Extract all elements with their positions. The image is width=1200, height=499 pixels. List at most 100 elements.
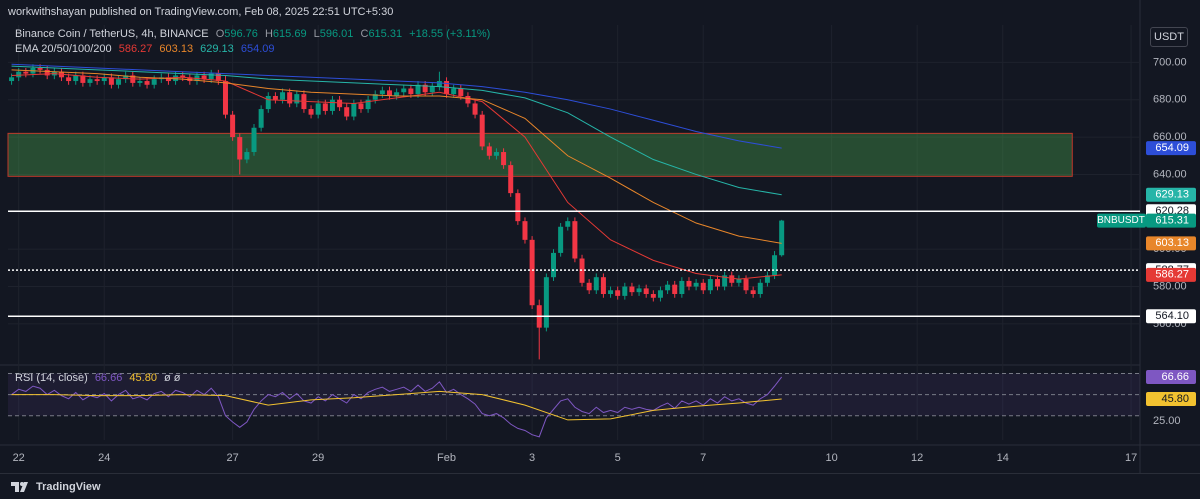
candle-body bbox=[429, 86, 435, 93]
candle-body bbox=[622, 286, 628, 296]
candle-body bbox=[308, 109, 314, 115]
candle-body bbox=[80, 75, 86, 83]
x-tick-label: 29 bbox=[312, 452, 324, 464]
candle-body bbox=[37, 67, 43, 70]
candle-body bbox=[672, 284, 678, 295]
ema-line bbox=[11, 73, 782, 280]
x-tick-label: 5 bbox=[615, 452, 621, 464]
ohlc-key: O bbox=[215, 28, 225, 40]
rsi-value: 66.66 bbox=[94, 372, 123, 384]
price-badge bbox=[1146, 309, 1196, 324]
candle-body bbox=[73, 75, 79, 82]
y-tick-label: 25.00 bbox=[1153, 415, 1181, 427]
rsi-ma-line bbox=[11, 390, 782, 421]
ema-line bbox=[11, 69, 782, 244]
candle-body bbox=[173, 75, 179, 82]
rsi-ma-value: 45.80 bbox=[129, 372, 157, 384]
candle-body bbox=[386, 90, 392, 96]
ema-line bbox=[11, 63, 782, 149]
candle-body bbox=[379, 90, 385, 95]
candle-body bbox=[465, 95, 471, 104]
candle-body bbox=[629, 286, 635, 293]
candle-body bbox=[565, 221, 571, 227]
logo bbox=[11, 482, 28, 492]
ohlc-key: L bbox=[313, 28, 320, 40]
candle-body bbox=[315, 103, 321, 115]
candle-body bbox=[187, 77, 193, 82]
y-tick-label: 700.00 bbox=[1153, 56, 1187, 68]
candle-body bbox=[108, 77, 114, 85]
rsi-badge bbox=[1146, 369, 1196, 384]
rsi-badge-label: 66.66 bbox=[1161, 371, 1189, 383]
currency-button[interactable]: USDT bbox=[1150, 27, 1188, 47]
candle-body bbox=[493, 152, 499, 156]
candle-body bbox=[522, 221, 528, 240]
x-tick-label: 12 bbox=[911, 452, 923, 464]
candle-body bbox=[9, 77, 15, 82]
candle-body bbox=[329, 99, 335, 111]
candle-body bbox=[251, 127, 257, 153]
x-tick-label: Feb bbox=[437, 452, 456, 464]
candle-body bbox=[230, 114, 236, 138]
candle-body bbox=[244, 152, 250, 160]
candle-body bbox=[779, 220, 785, 256]
x-tick-label: 24 bbox=[98, 452, 110, 464]
candle-body bbox=[693, 282, 699, 287]
candle-body bbox=[144, 81, 150, 85]
candle-body bbox=[16, 71, 22, 78]
symbol-legend: Binance Coin / TetherUS, 4h, BINANCE O59… bbox=[15, 28, 494, 40]
candle-body bbox=[657, 290, 663, 298]
ema-label: EMA 20/50/100/200 bbox=[15, 43, 112, 55]
candle-body bbox=[451, 88, 457, 95]
candle-body bbox=[94, 79, 100, 82]
price-badge bbox=[1146, 236, 1196, 251]
x-tick-label: 3 bbox=[529, 452, 535, 464]
candle-body bbox=[436, 81, 442, 87]
rsi-legend: RSI (14, close) 66.66 45.80 ø ø bbox=[15, 372, 185, 384]
y-tick-label: 640.00 bbox=[1153, 168, 1187, 180]
x-tick-label: 14 bbox=[997, 452, 1009, 464]
symbol: Binance Coin / TetherUS, 4h, BINANCE bbox=[15, 28, 209, 40]
candle-body bbox=[508, 165, 514, 194]
candle-body bbox=[729, 275, 735, 283]
candle-body bbox=[772, 255, 778, 276]
candle-body bbox=[665, 284, 671, 291]
candle-body bbox=[715, 279, 721, 287]
candle-body bbox=[529, 239, 535, 306]
candle-body bbox=[572, 221, 578, 259]
x-tick-label: 10 bbox=[825, 452, 837, 464]
rsi-label: RSI (14, close) bbox=[15, 372, 88, 384]
candle-body bbox=[458, 88, 464, 96]
candle-body bbox=[586, 282, 592, 291]
candle-body bbox=[643, 288, 649, 295]
rsi-extra: ø ø bbox=[164, 372, 181, 384]
candle-body bbox=[558, 226, 564, 253]
candle-body bbox=[351, 103, 357, 117]
candle-body bbox=[265, 95, 271, 110]
ema-value: 586.27 bbox=[118, 43, 153, 55]
price-badge-label: 654.09 bbox=[1155, 142, 1189, 154]
ema-line bbox=[11, 65, 782, 196]
ema-legend: EMA 20/50/100/200 586.27 603.13 629.13 6… bbox=[15, 43, 279, 55]
rsi-badge bbox=[1146, 392, 1196, 407]
candle-body bbox=[550, 252, 556, 278]
candle-body bbox=[208, 73, 214, 80]
candle-body bbox=[479, 114, 485, 147]
price-badge bbox=[1146, 213, 1196, 228]
candle-body bbox=[151, 79, 157, 85]
ohlc-key: C bbox=[360, 28, 369, 40]
candle-body bbox=[736, 279, 742, 283]
y-tick-label: 660.00 bbox=[1153, 131, 1187, 143]
candle-body bbox=[215, 73, 221, 82]
candle-body bbox=[615, 290, 621, 296]
candle-body bbox=[44, 69, 50, 76]
candle-body bbox=[415, 84, 421, 95]
candle-body bbox=[501, 152, 507, 166]
candle-body bbox=[394, 92, 400, 96]
candle-body bbox=[600, 277, 606, 295]
candle-body bbox=[272, 95, 278, 100]
candle-body bbox=[294, 94, 300, 104]
candle-body bbox=[543, 277, 549, 328]
candle-body bbox=[287, 92, 293, 104]
candle-body bbox=[101, 77, 107, 82]
